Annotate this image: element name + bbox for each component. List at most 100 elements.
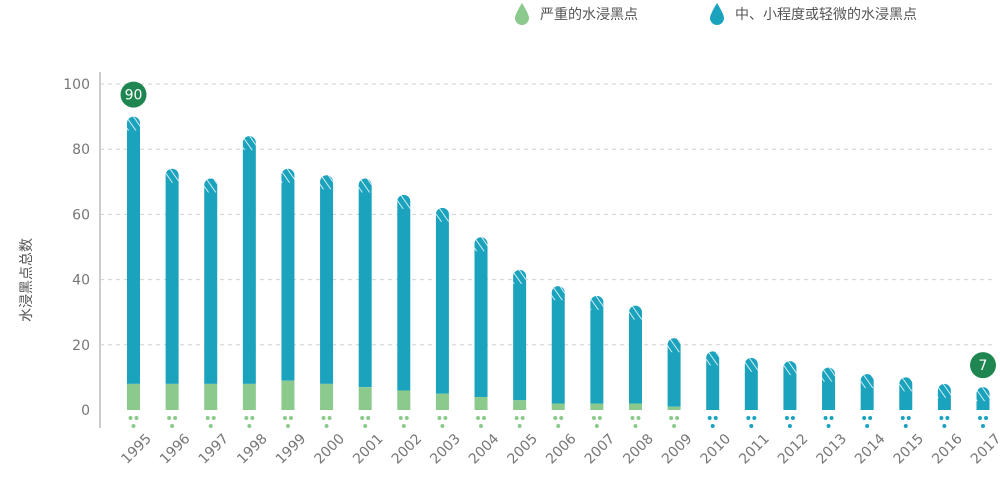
x-tick-label: 2013 [813,431,850,468]
base-dot [669,416,674,420]
bar-cap-stripes [513,269,527,284]
x-tick-label: 2007 [582,431,619,468]
bar-cap-stripes [628,305,642,320]
base-dot [327,416,332,420]
base-dot [250,416,255,420]
bar-minor [513,269,527,401]
bar-minor [474,237,488,397]
base-dot [401,424,406,428]
bar-minor [667,338,681,407]
bar-cap-stripes [320,175,334,190]
x-tick-label: 1998 [234,431,271,468]
bar-serious [204,383,218,410]
bar-cap-stripes [899,377,913,392]
base-dot [865,424,870,428]
base-dot [556,424,561,428]
base-dot [868,416,873,420]
bar-minor [435,207,449,394]
base-dot [211,416,216,420]
x-tick-label: 2012 [775,431,812,468]
base-dot [360,416,365,420]
base-dot [981,424,985,428]
label-layer: 0 20 40 60 80 100 1995 1996 1997 1998 1999 2000 2001… [63,77,1000,467]
bar-cap-stripes [127,116,140,131]
base-dot [784,416,789,420]
base-dot [636,416,641,420]
x-tick-label: 2004 [466,431,503,468]
x-tick-label: 2015 [891,431,928,468]
bar-serious [667,406,681,410]
base-dot [520,416,525,420]
bar-serious [165,383,179,410]
base-dot [710,424,715,428]
bar-minor [397,194,411,391]
base-dot [288,416,293,420]
base-dot [482,416,487,420]
value-badge-label: 90 [125,88,143,104]
bar-serious [320,383,334,410]
base-dot [437,416,442,420]
bar-minor [165,168,179,384]
base-dot [900,416,905,420]
bar-cap-stripes [474,237,488,252]
bar-minor [281,168,295,381]
base-dot [479,424,484,428]
base-dot [591,416,596,420]
bar-minor [590,295,604,404]
base-dot [128,416,133,420]
value-badge [970,352,996,379]
x-tick-label: 2011 [736,431,773,468]
base-dot [984,416,988,420]
base-dot [594,424,599,428]
blue-droplet-icon [710,3,724,25]
y-tick-label: 0 [81,403,90,419]
x-tick-label: 2000 [311,431,348,468]
x-tick-label: 2002 [389,431,426,468]
base-dot [559,416,564,420]
base-dot [829,416,834,420]
base-dot [823,416,828,420]
bar-cap-stripes [822,367,836,382]
y-tick-label: 40 [72,273,90,289]
x-tick-label: 2009 [659,431,696,468]
base-dot [517,424,522,428]
base-dot [404,416,409,420]
y-tick-label: 100 [63,77,90,93]
bar-cap-stripes [165,168,179,183]
y-tick-label: 60 [72,207,90,223]
base-dot [205,416,210,420]
base-dot [476,416,481,420]
base-dot [321,416,326,420]
bar-minor [242,136,256,384]
bar-cap-stripes [976,387,990,402]
bar-serious [435,393,449,410]
grid-layer [99,72,995,428]
bar-cap-stripes [435,207,449,222]
bar-cap-stripes [242,136,256,151]
bar-cap-stripes [937,383,951,398]
base-dot [134,416,139,420]
bar-serious [127,383,140,410]
base-dot [749,424,754,428]
base-dot [363,424,368,428]
bar-serious [358,387,372,410]
bar-serious [513,400,527,410]
base-dot [942,424,947,428]
base-dot [978,416,982,420]
value-badge [120,81,147,108]
bar-serious [590,403,604,410]
base-dot [633,424,638,428]
base-dot [787,424,792,428]
x-tick-label: 2006 [543,431,580,468]
bar-cap-stripes [783,361,797,376]
x-tick-label: 1997 [196,431,233,468]
base-dot [514,416,519,420]
bar-cap-stripes [204,178,218,193]
legend-serious-label: 严重的水浸黑点 [540,7,638,23]
base-dot [366,416,371,420]
base-dot [945,416,950,420]
x-tick-label: 1999 [273,431,310,468]
y-tick-label: 80 [72,142,90,158]
bar-minor [358,178,372,388]
base-dot [170,424,175,428]
